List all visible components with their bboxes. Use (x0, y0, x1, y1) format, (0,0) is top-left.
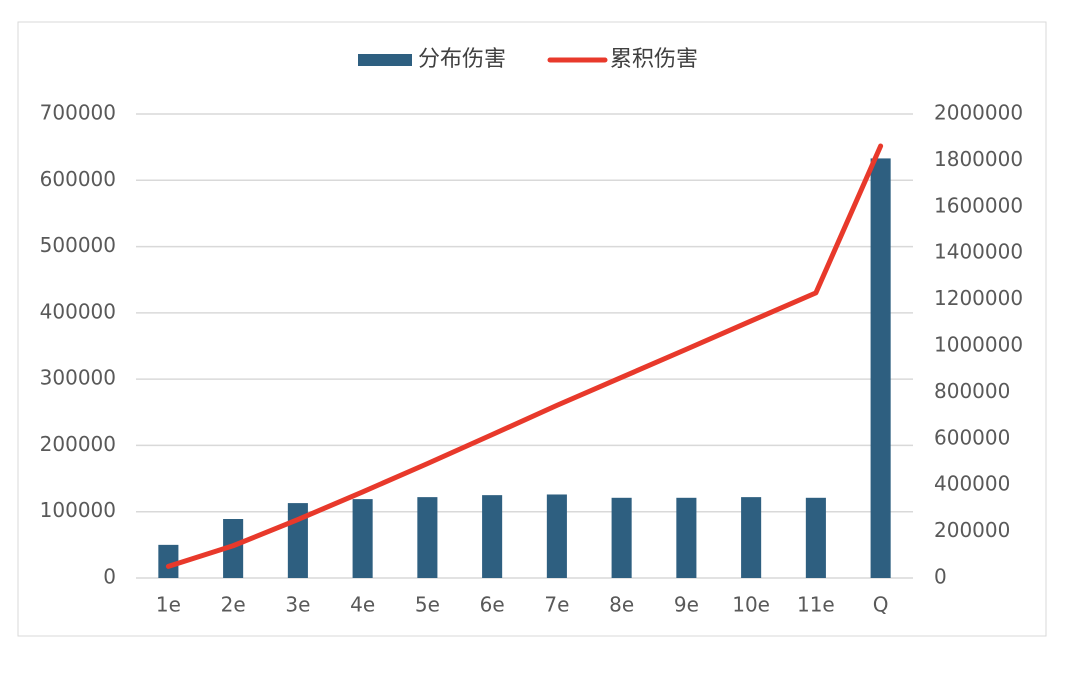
bar (352, 499, 373, 578)
y2-tick-label: 1400000 (934, 240, 1023, 264)
x-tick-label: 4e (350, 593, 375, 617)
y-tick-label: 700000 (40, 101, 116, 125)
y-tick-label: 300000 (40, 366, 116, 390)
x-tick-label: 6e (480, 593, 505, 617)
y2-tick-label: 600000 (934, 425, 1010, 449)
x-tick-label: 8e (609, 593, 634, 617)
legend-swatch (358, 54, 412, 66)
bar (611, 497, 632, 578)
y-tick-label: 0 (103, 565, 116, 589)
x-tick-label: 1e (156, 593, 181, 617)
x-tick-label: 2e (221, 593, 246, 617)
y-tick-label: 600000 (40, 167, 116, 191)
x-tick-label: Q (873, 593, 889, 617)
y-tick-label: 500000 (40, 233, 116, 257)
y-tick-label: 400000 (40, 299, 116, 323)
x-tick-label: 10e (732, 593, 770, 617)
y2-tick-label: 200000 (934, 518, 1010, 542)
line (165, 143, 884, 569)
x-tick-label: 9e (674, 593, 699, 617)
bar (805, 497, 826, 578)
y-tick-label: 100000 (40, 498, 116, 522)
y2-tick-label: 1000000 (934, 333, 1023, 357)
y2-tick-label: 1800000 (934, 147, 1023, 171)
legend-label: 分布伤害 (418, 47, 506, 72)
x-tick-label: 7e (544, 593, 569, 617)
bar (870, 158, 891, 578)
x-tick-label: 11e (797, 593, 835, 617)
bar (676, 497, 697, 578)
bar (223, 519, 244, 578)
y2-tick-label: 1600000 (934, 193, 1023, 217)
bar (546, 494, 567, 578)
y2-tick-label: 0 (934, 565, 947, 589)
bar (417, 497, 438, 578)
y2-tick-label: 800000 (934, 379, 1010, 403)
y-tick-label: 200000 (40, 432, 116, 456)
x-tick-label: 5e (415, 593, 440, 617)
legend-label: 累积伤害 (610, 47, 698, 72)
y2-tick-label: 400000 (934, 472, 1010, 496)
y2-tick-label: 1200000 (934, 286, 1023, 310)
y2-tick-label: 2000000 (934, 101, 1023, 125)
bar (158, 544, 179, 578)
x-tick-label: 3e (285, 593, 310, 617)
bar (741, 497, 762, 578)
bar (482, 495, 503, 578)
